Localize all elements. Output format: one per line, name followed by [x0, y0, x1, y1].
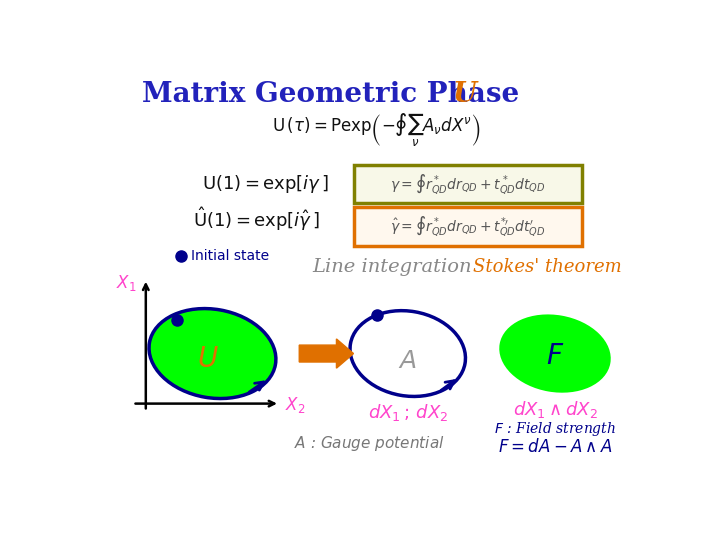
Text: $F$ : Field strength: $F$ : Field strength — [494, 420, 616, 438]
Text: $X_2$: $X_2$ — [285, 395, 306, 415]
Text: Line integration: Line integration — [312, 258, 472, 275]
Text: $A$ : Gauge potential: $A$ : Gauge potential — [294, 434, 444, 453]
Text: $F=dA-A\wedge A$: $F=dA-A\wedge A$ — [498, 438, 612, 456]
Bar — [354, 165, 582, 204]
FancyArrow shape — [300, 339, 354, 368]
Ellipse shape — [350, 310, 465, 396]
Text: Initial state: Initial state — [191, 249, 269, 263]
Ellipse shape — [499, 314, 611, 393]
Text: $\gamma = \oint r^*_{QD}dr_{QD}+t^*_{QD}dt_{QD}$: $\gamma = \oint r^*_{QD}dr_{QD}+t^*_{QD}… — [390, 172, 546, 196]
Bar — [354, 207, 582, 246]
Text: $\mathrm{U}(1){=}\exp[i\gamma\,]$: $\mathrm{U}(1){=}\exp[i\gamma\,]$ — [202, 173, 329, 195]
Ellipse shape — [149, 308, 276, 399]
Text: $X_1$: $X_1$ — [116, 273, 137, 293]
Text: $F$: $F$ — [546, 342, 564, 370]
Text: $A$: $A$ — [398, 349, 417, 373]
Text: $\mathrm{U}\,(\tau) = \mathrm{P}\exp\!\left(-\oint\sum_{\nu}A_{\nu}dX^{\nu}\righ: $\mathrm{U}\,(\tau) = \mathrm{P}\exp\!\l… — [272, 112, 482, 149]
Text: $\hat{\gamma} = \oint r^*_{QD}dr_{QD}+t^{*\prime}_{QD}dt^{\prime}_{QD}$: $\hat{\gamma} = \oint r^*_{QD}dr_{QD}+t^… — [390, 215, 546, 238]
Text: Stokes' theorem: Stokes' theorem — [473, 258, 621, 275]
Text: $\hat{\mathrm{U}}(1){=}\exp[i\hat{\gamma}\,]$: $\hat{\mathrm{U}}(1){=}\exp[i\hat{\gamma… — [193, 205, 320, 233]
Text: $dX_1\wedge dX_2$: $dX_1\wedge dX_2$ — [513, 399, 598, 420]
Text: $U$: $U$ — [197, 345, 219, 373]
Text: Matrix Geometric Phase: Matrix Geometric Phase — [142, 80, 519, 107]
Text: $dX_1\,;\,dX_2$: $dX_1\,;\,dX_2$ — [368, 402, 448, 423]
Text: U: U — [453, 80, 477, 107]
